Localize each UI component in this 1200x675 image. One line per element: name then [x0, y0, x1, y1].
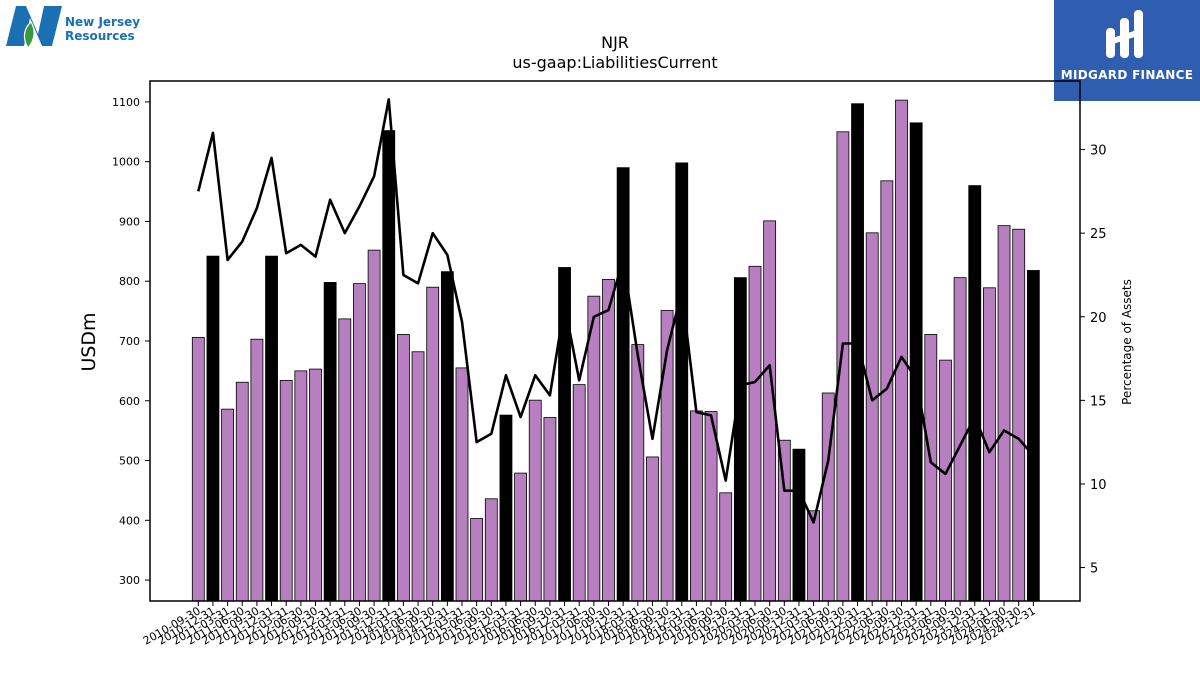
bar-2021-03-31 — [807, 510, 820, 602]
new-jersey-resources-logo: New Jersey Resources — [4, 4, 154, 50]
y2-axis-label: Percentage of Assets — [1120, 279, 1134, 405]
bar-2019-09-30 — [719, 492, 733, 602]
bar-2020-12-31 — [792, 448, 806, 602]
y-axis-label: USDm — [78, 312, 100, 371]
y-tick-label: 400 — [119, 514, 140, 527]
y-tick-label: 800 — [119, 275, 140, 288]
bar-2016-03-31 — [514, 472, 527, 602]
bar-2015-12-31 — [499, 414, 513, 602]
bar-2012-06-30 — [294, 370, 308, 602]
bar-2021-09-30 — [836, 131, 850, 602]
midgard-logo-mark-icon — [1106, 10, 1143, 58]
bar-2013-09-30 — [367, 249, 381, 602]
bar-2022-03-31 — [865, 232, 879, 602]
bar-2017-06-30 — [587, 295, 601, 602]
bar-2013-03-31 — [338, 318, 352, 602]
y-tick-label: 900 — [119, 215, 140, 228]
bar-2022-12-31 — [909, 122, 923, 602]
y-tick-label: 700 — [119, 335, 140, 348]
bar-2015-03-31 — [455, 367, 469, 602]
y2-tick-label: 30 — [1090, 144, 1107, 159]
percentage-line-series — [197, 98, 1035, 524]
bar-2011-06-30 — [235, 381, 249, 602]
bar-series — [191, 99, 1040, 602]
njr-logo-mark-icon — [6, 6, 62, 50]
bar-2012-09-30 — [309, 368, 322, 602]
bar-2015-09-30 — [484, 498, 498, 602]
bar-2024-09-30 — [1012, 228, 1026, 602]
bar-2014-06-30 — [411, 351, 425, 602]
bar-2010-12-31 — [206, 255, 220, 602]
bar-2016-12-31 — [558, 267, 571, 602]
bar-2018-12-31 — [675, 162, 689, 602]
bar-2022-09-30 — [895, 99, 908, 602]
right-logo-text: MIDGARD FINANCE — [1060, 68, 1194, 82]
y2-tick-label: 5 — [1090, 562, 1098, 577]
chart-title: NJR — [601, 33, 629, 52]
y2-tick-label: 25 — [1090, 227, 1107, 242]
bar-2014-09-30 — [426, 286, 440, 602]
bar-2011-12-31 — [265, 255, 278, 602]
bar-2011-03-31 — [221, 408, 235, 602]
bar-2013-12-31 — [382, 130, 396, 602]
bar-2012-03-31 — [279, 380, 293, 602]
bar-2017-12-31 — [616, 167, 630, 602]
left-logo-text-line2: Resources — [65, 29, 135, 43]
bar-2017-09-30 — [602, 279, 615, 602]
bar-2020-03-31 — [748, 265, 762, 602]
y2-tick-label: 10 — [1090, 478, 1107, 493]
bar-2023-12-31 — [968, 185, 982, 602]
midgard-finance-logo: MIDGARD FINANCE — [1054, 0, 1200, 101]
bar-2016-06-30 — [528, 399, 542, 602]
bar-2012-12-31 — [323, 282, 337, 602]
chart-subtitle: us-gaap:LiabilitiesCurrent — [512, 53, 717, 72]
bar-2023-03-31 — [924, 334, 938, 602]
percentage-line — [197, 98, 1035, 524]
bar-2017-03-31 — [572, 384, 586, 602]
bar-2014-03-31 — [396, 334, 410, 602]
bar-2011-09-30 — [250, 338, 264, 602]
y2-tick-label: 15 — [1090, 394, 1107, 409]
bar-2023-06-30 — [939, 359, 952, 602]
bar-2016-09-30 — [543, 417, 557, 602]
bar-2024-12-31 — [1026, 270, 1040, 602]
bar-2015-06-30 — [470, 518, 484, 602]
y-tick-label: 1000 — [112, 156, 140, 169]
bar-2013-06-30 — [353, 283, 366, 602]
y-tick-label: 1100 — [112, 96, 140, 109]
bar-2010-09-30 — [191, 337, 205, 602]
bar-2018-06-30 — [646, 456, 659, 602]
y2-tick-label: 20 — [1090, 311, 1107, 326]
bar-2021-12-31 — [851, 103, 864, 602]
left-logo-text-line1: New Jersey — [65, 15, 141, 29]
y-tick-label: 500 — [119, 455, 140, 468]
bar-2019-03-31 — [690, 410, 703, 602]
bar-2019-12-31 — [733, 277, 747, 602]
y-tick-label: 600 — [119, 395, 140, 408]
bar-2014-12-31 — [440, 271, 454, 602]
bar-2024-06-30 — [997, 225, 1011, 602]
y-tick-label: 300 — [119, 574, 140, 587]
axes: 300 400 500 600 700 800 900 1000 1100 5 10 15 20 25 30… — [112, 80, 1107, 648]
